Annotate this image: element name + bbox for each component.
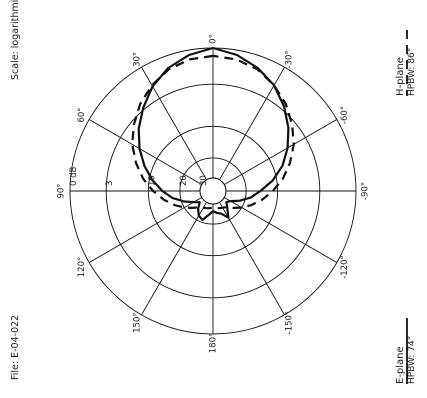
angle-label--120: -120° [340,255,350,279]
scale-label: Scale: logarithmic [10,0,21,80]
ring-label-0: 0 dB [69,166,79,186]
spoke-30 [141,66,207,180]
angle-label-0: 0° [209,34,219,44]
spoke--120 [224,197,338,263]
angle-label-180: 180° [209,333,219,353]
legend-h-plane: H-plane HPBW: 86° [395,30,417,96]
spoke-120 [88,197,202,263]
spoke-60 [88,119,202,185]
legend-h-plane-name: H-plane [395,57,406,96]
legend-e-plane-name: E-plane [395,346,406,384]
angle-label-30: 30° [133,52,143,67]
legend-e-plane-hpbw: HPBW: 74° [407,336,417,384]
file-label: File: E-04-022 [10,315,21,380]
polar-grid [69,47,357,335]
angle-label-60: 60° [77,107,87,122]
angle-label--90: -90° [361,182,371,200]
spoke--30 [219,66,285,180]
spoke-150 [141,202,207,316]
axis-labels: 0 dB 3 10 20 30 0° -30° -60° -90° -120° -150° 180° 1… [57,34,371,353]
angle-label-120: 120° [77,257,87,277]
angle-label-90: 90° [57,183,67,198]
ring-label-10: 10 [147,175,157,186]
angle-label--30: -30° [285,50,295,68]
spoke--150 [219,202,285,316]
angle-label--150: -150° [285,311,295,335]
legend-e-plane: E-plane HPBW: 74° [395,318,417,384]
series-e-plane [137,46,290,221]
angle-label--60: -60° [340,106,350,124]
legend-h-plane-hpbw: HPBW: 86° [407,48,417,96]
series-h-plane [131,54,295,210]
ring-label-30: 30 [199,175,209,186]
pattern-curves [131,46,295,221]
ring-label-3: 3 [105,181,115,186]
spoke--60 [224,119,338,185]
angle-label-150: 150° [133,312,143,332]
ring-label-20: 20 [179,175,189,186]
